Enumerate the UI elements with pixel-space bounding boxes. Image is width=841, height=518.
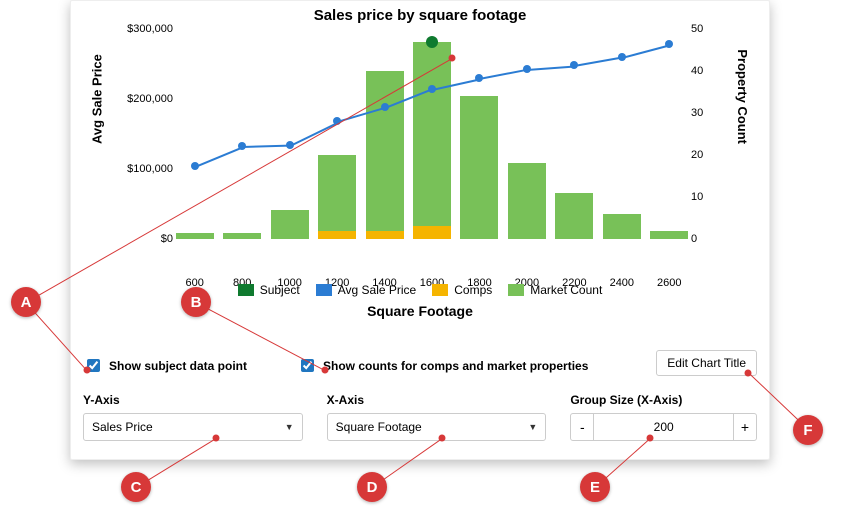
x-axis-group: X-Axis Square Footage ▼ (327, 393, 547, 441)
avg-sale-price-line (622, 44, 670, 59)
y-right-tick: 50 (691, 23, 715, 35)
group-size-label: Group Size (X-Axis) (570, 393, 757, 407)
legend-item: Market Count (508, 283, 602, 297)
legend-item: Comps (432, 283, 492, 297)
avg-sale-price-line (290, 121, 338, 146)
y-axis-select[interactable]: Sales Price ▼ (83, 413, 303, 441)
avg-sale-price-line (242, 144, 290, 147)
y-left-tick: $200,000 (119, 93, 173, 105)
edit-chart-title-button[interactable]: Edit Chart Title (656, 350, 757, 376)
avg-sale-price-line (574, 57, 622, 67)
avg-sale-price-marker (286, 141, 294, 149)
avg-sale-price-marker (475, 74, 483, 82)
market-count-bar (460, 96, 498, 239)
avg-sale-price-marker (191, 162, 199, 170)
annotation-target-dot (213, 435, 220, 442)
y-axis-select-value: Sales Price (92, 420, 153, 434)
y-right-tick: 30 (691, 107, 715, 119)
group-size-minus-button[interactable]: - (570, 413, 594, 441)
group-size-stepper: - 200 + (570, 413, 757, 441)
legend: Subject Avg Sale Price Comps Market Count (71, 283, 769, 299)
annotation-badge-e: E (580, 472, 610, 502)
avg-sale-price-line (195, 146, 243, 167)
annotation-badge-c: C (121, 472, 151, 502)
market-count-bar (223, 233, 261, 239)
y-axis-right-label: Property Count (736, 49, 751, 144)
show-subject-text: Show subject data point (109, 359, 247, 373)
chevron-down-icon: ▼ (285, 422, 294, 432)
show-counts-text: Show counts for comps and market propert… (323, 359, 588, 373)
legend-label: Market Count (530, 283, 602, 297)
annotation-target-dot (439, 435, 446, 442)
x-axis-select-label: X-Axis (327, 393, 547, 407)
y-axis-left-label: Avg Sale Price (90, 54, 105, 144)
subject-marker (426, 36, 438, 48)
y-right-tick: 40 (691, 65, 715, 77)
show-subject-checkbox-label[interactable]: Show subject data point (83, 356, 247, 375)
avg-sale-price-line (479, 69, 527, 80)
avg-sale-price-marker (618, 53, 626, 61)
legend-swatch (316, 284, 332, 296)
y-left-tick: $300,000 (119, 23, 173, 35)
avg-sale-price-marker (428, 85, 436, 93)
market-count-bar (318, 155, 356, 239)
y-right-tick: 10 (691, 191, 715, 203)
controls-panel: Show subject data point Show counts for … (83, 356, 757, 441)
legend-label: Subject (260, 283, 300, 297)
avg-sale-price-line (527, 65, 575, 70)
chart-panel: Sales price by square footage Avg Sale P… (70, 0, 770, 460)
market-count-bar (555, 193, 593, 239)
legend-swatch (432, 284, 448, 296)
market-count-bar (271, 210, 309, 239)
legend-label: Avg Sale Price (338, 283, 417, 297)
legend-item: Avg Sale Price (316, 283, 417, 297)
annotation-badge-d: D (357, 472, 387, 502)
group-size-value: 200 (594, 413, 733, 441)
avg-sale-price-marker (665, 40, 673, 48)
avg-sale-price-marker (238, 142, 246, 150)
y-axis-select-label: Y-Axis (83, 393, 303, 407)
market-count-bar (176, 233, 214, 239)
avg-sale-price-marker (523, 65, 531, 73)
annotation-badge-f: F (793, 415, 823, 445)
show-counts-checkbox-label[interactable]: Show counts for comps and market propert… (297, 356, 588, 375)
annotation-target-dot (84, 367, 91, 374)
legend-swatch (238, 284, 254, 296)
annotation-target-dot (647, 435, 654, 442)
x-axis-select-value: Square Footage (336, 420, 422, 434)
y-left-tick: $100,000 (119, 163, 173, 175)
y-right-tick: 20 (691, 149, 715, 161)
x-axis-select[interactable]: Square Footage ▼ (327, 413, 547, 441)
group-size-plus-button[interactable]: + (733, 413, 757, 441)
legend-item: Subject (238, 283, 300, 297)
y-right-tick: 0 (691, 233, 715, 245)
avg-sale-price-marker (381, 103, 389, 111)
group-size-group: Group Size (X-Axis) - 200 + (570, 393, 757, 441)
legend-swatch (508, 284, 524, 296)
chevron-down-icon: ▼ (528, 422, 537, 432)
plot-area (171, 29, 691, 239)
avg-sale-price-marker (570, 61, 578, 69)
annotation-target-dot (322, 367, 329, 374)
annotation-target-dot (449, 55, 456, 62)
comps-bar (366, 231, 404, 239)
y-axis-group: Y-Axis Sales Price ▼ (83, 393, 303, 441)
market-count-bar (413, 42, 451, 239)
market-count-bar (603, 214, 641, 239)
market-count-bar (508, 163, 546, 239)
comps-bar (318, 231, 356, 239)
comps-bar (413, 226, 451, 239)
chart-area: Avg Sale Price Property Count Square Foo… (101, 19, 739, 269)
annotation-target-dot (745, 370, 752, 377)
annotation-badge-a: A (11, 287, 41, 317)
legend-label: Comps (454, 283, 492, 297)
annotation-badge-b: B (181, 287, 211, 317)
market-count-bar (650, 231, 688, 239)
